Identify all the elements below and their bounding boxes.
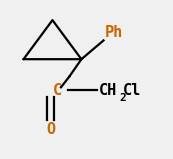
Text: C: C — [53, 83, 62, 98]
Text: 2: 2 — [120, 93, 126, 103]
Text: CH: CH — [98, 83, 117, 98]
Text: Ph: Ph — [105, 25, 124, 40]
Text: O: O — [46, 122, 55, 137]
Text: Cl: Cl — [123, 83, 141, 98]
